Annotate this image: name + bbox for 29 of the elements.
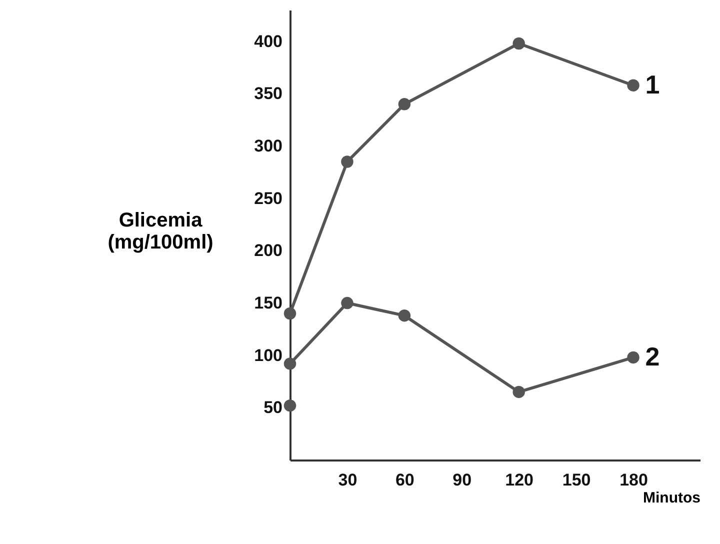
y-tick-label: 200 [254,241,282,260]
x-axis-title: Minutos [643,490,700,506]
point [627,79,640,92]
x-tick-label: 120 [505,470,534,490]
series-label: 1 [645,69,660,100]
point [284,358,296,370]
y-tick-label: 400 [254,32,282,51]
y-tick-label: 150 [254,294,282,313]
x-tick-label: 180 [620,470,648,490]
y-tick-label: 100 [254,346,282,365]
point [398,309,411,322]
y-tick-label: 350 [254,84,282,104]
series-label: 2 [645,341,660,372]
x-tick-label: 60 [395,470,414,490]
point [627,351,640,364]
x-tick-label: 90 [452,470,472,490]
point [341,296,354,310]
point [512,386,525,398]
x-tick-label: 150 [562,470,591,490]
point [284,307,296,320]
point [284,399,296,412]
point [512,37,525,50]
y-tick-label: 300 [254,136,282,156]
y-tick-label: 50 [264,398,282,418]
y-axis-title: Glicemia (mg/100ml) [108,210,214,254]
point [341,156,354,168]
point [398,98,411,110]
x-tick-label: 30 [338,470,358,490]
y-tick-label: 250 [254,188,282,208]
